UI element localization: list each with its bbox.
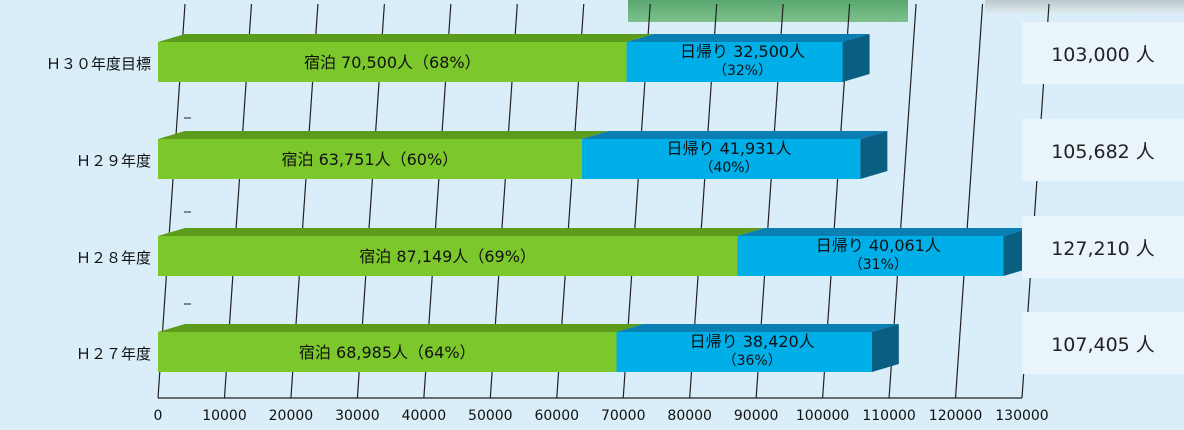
total-label-2: 127,210 人 [1022,216,1184,278]
bar-day-label-3: 日帰り 38,420人 [690,332,815,351]
bar-day-side-0 [842,34,870,82]
bar-day-pct-label-2: （31%） [849,257,908,273]
x-tick-label-6: 60000 [534,408,579,424]
x-tick-label-4: 40000 [402,408,447,424]
x-tick-label-7: 70000 [601,408,646,424]
bar-stay-label-2: 宿泊 87,149人（69%） [359,247,536,266]
bar-day-label-1: 日帰り 41,931人 [666,139,791,158]
x-tick-label-8: 80000 [667,408,712,424]
x-tick-label-10: 100000 [796,408,849,424]
total-label-1: 105,682 人 [1022,119,1184,181]
bar-day-pct-label-3: （36%） [723,353,782,369]
bar-day-1 [581,139,861,179]
bar-stay-label-0: 宿泊 70,500人（68%） [304,53,481,72]
x-tick-label-1: 10000 [202,408,247,424]
bar-stay-top-2 [158,228,765,236]
category-label-2: Ｈ２８年度 [76,249,151,267]
x-tick-label-12: 120000 [929,408,982,424]
bar-day-label-2: 日帰り 40,061人 [816,236,941,255]
bar-stay-0 [158,42,627,82]
bar-stay-3 [158,332,617,372]
grid-line-12 [954,3,984,399]
category-label-0: Ｈ３０年度目標 [46,55,151,73]
x-tick-label-13: 130000 [995,408,1048,424]
category-label-1: Ｈ２９年度 [76,152,151,170]
x-tick-label-0: 0 [154,408,163,424]
category-label-3: Ｈ２７年度 [76,345,151,363]
bar-day-3 [616,332,872,372]
photo-strip-right [985,0,1184,14]
x-tick-label-2: 20000 [269,408,314,424]
bar-day-pct-label-1: （40%） [699,160,758,176]
bar-day-side-3 [871,324,899,372]
bar-day-top-1 [581,131,888,139]
bar-day-side-1 [860,131,888,179]
bar-stay-top-1 [158,131,609,139]
x-tick-label-3: 30000 [335,408,380,424]
x-tick-label-5: 50000 [468,408,513,424]
bar-day-2 [737,236,1004,276]
x-tick-label-9: 90000 [734,408,779,424]
bar-day-top-3 [616,324,899,332]
bar-stay-top-0 [158,34,654,42]
bar-day-0 [626,42,843,82]
bar-stay-label-3: 宿泊 68,985人（64%） [299,343,476,362]
bar-day-top-2 [737,228,1031,236]
bar-stay-label-1: 宿泊 63,751人（60%） [282,150,459,169]
x-tick-label-11: 110000 [862,408,915,424]
bar-day-top-0 [626,34,870,42]
bar-stay-1 [158,139,582,179]
bar-stay-top-3 [158,324,644,332]
bar-day-pct-label-0: （32%） [713,63,772,79]
photo-strip-left [628,0,908,22]
bar-stay-2 [158,236,738,276]
bar-day-label-0: 日帰り 32,500人 [680,42,805,61]
total-label-3: 107,405 人 [1022,312,1184,374]
total-label-0: 103,000 人 [1022,22,1184,84]
